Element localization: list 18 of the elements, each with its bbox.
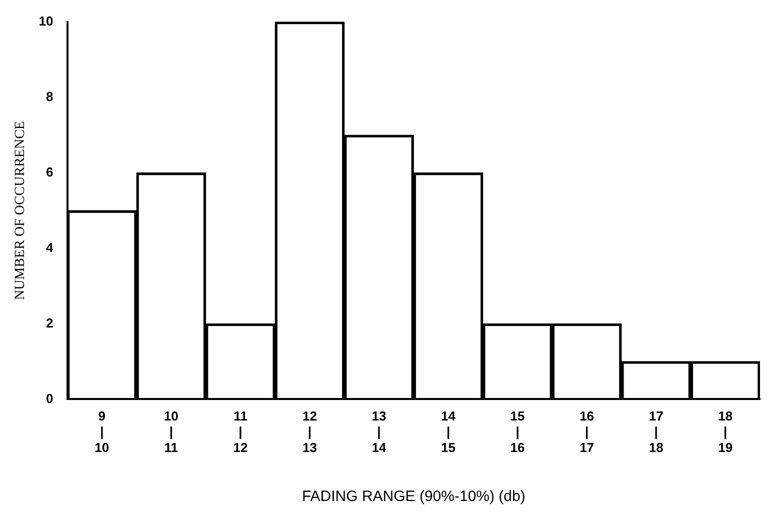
x-tick-label: 18 | 19 [718, 408, 733, 455]
y-tick-label: 6 [46, 164, 54, 180]
x-tick-label: 12 | 13 [302, 408, 317, 455]
x-tick-label: 9 | 10 [94, 408, 110, 455]
x-axis-title: FADING RANGE (90%-10%) (db) [302, 488, 526, 506]
y-tick-label: 10 [38, 13, 54, 28]
y-tick-label: 0 [46, 390, 54, 406]
y-tick-label: 4 [46, 240, 54, 255]
x-tick-label: 14 | 15 [441, 408, 456, 455]
x-tick-label: 11 | 12 [233, 408, 248, 455]
y-tick-label: 2 [46, 315, 54, 330]
y-axis-title: NUMBER OF OCCURRENCE [13, 121, 28, 300]
x-tick-label: 13 | 14 [372, 408, 387, 455]
x-tick-label: 10 | 11 [164, 408, 178, 455]
x-tick-label: 17 | 18 [648, 408, 664, 455]
x-tick-label: 15 | 16 [510, 408, 525, 455]
y-tick-label: 8 [46, 88, 54, 104]
x-tick-label: 16 | 17 [580, 408, 594, 455]
